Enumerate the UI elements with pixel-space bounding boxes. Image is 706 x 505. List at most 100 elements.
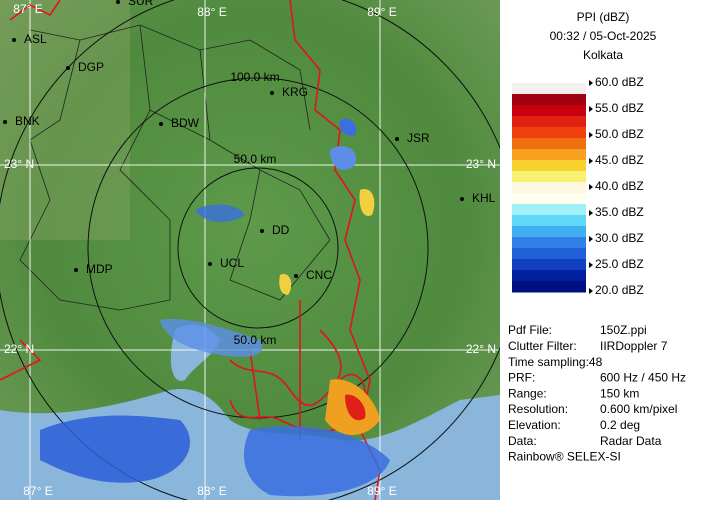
scale-step [512, 270, 586, 282]
place-label: UCL [220, 256, 244, 270]
highland [0, 0, 130, 240]
lon-label: 87° E [23, 484, 52, 498]
place-dot [74, 268, 78, 272]
scale-step [512, 105, 586, 117]
scale-label: 40.0 dBZ [595, 179, 644, 193]
scale-label: 50.0 dBZ [595, 127, 644, 141]
border [9, 0, 61, 21]
scale-step [512, 215, 586, 227]
scale-step [512, 237, 586, 249]
lon-label: 88° E [197, 5, 226, 19]
info-key: Rainbow® SELEX-SI [508, 450, 621, 464]
info-key: Range: [508, 386, 547, 400]
scale-step [512, 149, 586, 161]
scale-arrow [589, 236, 593, 242]
lat-label: 23° N [466, 157, 496, 171]
place-label: MDP [86, 262, 113, 276]
place-label: KRG [282, 85, 308, 99]
scale-step [512, 226, 586, 238]
info-table: Pdf File: 150Z.ppi Clutter Filter: IIRDoppl… [508, 323, 686, 463]
place-label: CNC [306, 268, 332, 282]
scale-step [512, 116, 586, 128]
scale-step [512, 248, 586, 260]
place-label: BNK [15, 114, 40, 128]
place-label: SUR [128, 0, 154, 8]
range-label: 50.0 km [234, 333, 277, 347]
echoes [40, 118, 390, 497]
scale-step [512, 94, 586, 106]
place-label: KHL [472, 191, 496, 205]
scale-step [512, 204, 586, 216]
place-dot [159, 122, 163, 126]
scale-step [512, 127, 586, 139]
info-key: PRF: [508, 371, 535, 385]
info-key: Elevation: [508, 418, 561, 432]
place-dot [12, 38, 16, 42]
info-value: 0.2 deg [600, 418, 640, 432]
place-dot [66, 66, 70, 70]
lon-label: 88° E [197, 484, 226, 498]
scale-step [512, 83, 586, 95]
color-scale: 60.0 dBZ 55.0 dBZ 50.0 dBZ 45.0 dBZ 40.0 dBZ… [512, 72, 644, 297]
scale-arrow [589, 262, 593, 268]
info-value: 150 km [600, 386, 639, 400]
scale-label: 60.0 dBZ [595, 75, 644, 89]
station: Kolkata [583, 48, 623, 62]
info-key: Clutter Filter: [508, 339, 577, 353]
place-dot [260, 229, 264, 233]
scale-arrow [589, 210, 593, 216]
place-dot [395, 137, 399, 141]
scale-step [512, 281, 586, 293]
scale-arrow [589, 106, 593, 112]
info-value: 150Z.ppi [600, 323, 647, 337]
place-dot [460, 197, 464, 201]
scale-arrow [589, 288, 593, 294]
scale-label: 55.0 dBZ [595, 101, 644, 115]
range-label: 50.0 km [234, 152, 277, 166]
scale-label: 25.0 dBZ [595, 257, 644, 271]
place-label: DGP [78, 60, 104, 74]
place-label: DD [272, 223, 290, 237]
side-panel: PPI (dBZ) 00:32 / 05-Oct-2025 Kolkata 60… [500, 0, 706, 500]
scale-arrow [589, 158, 593, 164]
scale-label: 45.0 dBZ [595, 153, 644, 167]
scale-step [512, 259, 586, 271]
scale-arrow [589, 184, 593, 190]
lon-label: 87° E [13, 2, 42, 16]
scale-label: 30.0 dBZ [595, 231, 644, 245]
info-key: Pdf File: [508, 323, 552, 337]
lat-label: 23° N [4, 157, 34, 171]
scale-step [512, 182, 586, 194]
info-key: Time sampling:48 [508, 355, 603, 369]
lat-label: 22° N [466, 342, 496, 356]
scale-arrow [589, 132, 593, 138]
scale-arrow [589, 80, 593, 86]
scale-label: 35.0 dBZ [595, 205, 644, 219]
info-key: Data: [508, 434, 537, 448]
place-dot [208, 262, 212, 266]
scale-step [512, 171, 586, 183]
places: SUR ASL DGP KRG BDW BNK JSR KHL MDP DD UCL CNC [3, 0, 496, 282]
range-ring [87, 77, 429, 419]
place-dot [270, 91, 274, 95]
lon-label: 89° E [367, 5, 396, 19]
place-label: ASL [24, 32, 47, 46]
product: PPI (dBZ) [577, 10, 630, 24]
place-label: JSR [407, 131, 430, 145]
info-value: IIRDoppler 7 [600, 339, 668, 353]
info-value: 600 Hz / 450 Hz [600, 371, 686, 385]
lon-label: 89° E [367, 484, 396, 498]
border [0, 300, 367, 440]
scale-step [512, 193, 586, 205]
lat-label: 22° N [4, 342, 34, 356]
range-ring [177, 167, 339, 329]
place-dot [116, 0, 120, 4]
range-label: 100.0 km [230, 70, 279, 84]
place-label: BDW [171, 116, 200, 130]
info-value: Radar Data [600, 434, 662, 448]
place-dot [294, 274, 298, 278]
scale-step [512, 72, 586, 84]
scale-label: 20.0 dBZ [595, 283, 644, 297]
